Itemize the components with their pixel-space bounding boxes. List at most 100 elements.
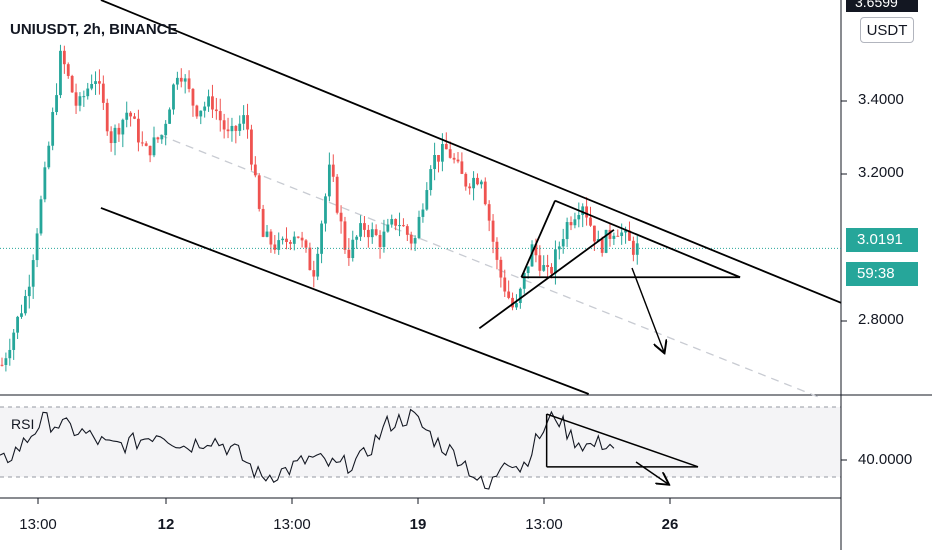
candle-body (300, 237, 304, 241)
candle-body (261, 208, 265, 237)
candle-body (421, 209, 425, 217)
candle-body (518, 288, 522, 304)
candle-body (495, 241, 499, 260)
candle-body (585, 206, 588, 218)
price-tick-label: 2.8000 (858, 311, 904, 328)
rsi-line (0, 408, 615, 490)
candle-body (86, 88, 90, 97)
candle-body (476, 177, 479, 185)
channel-upper[interactable] (100, 0, 842, 304)
projection-arrow[interactable] (631, 267, 664, 352)
candle-body (242, 115, 246, 124)
rsi-label[interactable]: RSI (11, 416, 35, 432)
candle-body (589, 217, 592, 226)
candle-body (43, 167, 47, 200)
candle-body (440, 144, 444, 162)
candle-body (207, 96, 210, 107)
candle-body (273, 244, 277, 250)
time-label: 26 (661, 516, 679, 533)
candle-body (137, 118, 140, 143)
candle-body (292, 236, 296, 244)
candle-body (538, 255, 542, 271)
candle-body (409, 234, 413, 244)
currency-button[interactable]: USDT (860, 17, 914, 43)
candle-body (479, 181, 483, 185)
candle-body (405, 226, 409, 235)
candle-body (148, 145, 152, 156)
candle-body (66, 64, 70, 76)
candle-body (289, 242, 292, 244)
candle-body (257, 175, 261, 209)
candle-body (312, 270, 316, 277)
candle-body (187, 78, 191, 89)
candle-body (152, 137, 156, 156)
rsi-projection-arrow[interactable] (635, 461, 668, 484)
countdown-badge: 59:38 (846, 262, 918, 286)
candle-body (604, 229, 608, 253)
candle-body (222, 120, 226, 130)
candle-body (70, 75, 74, 93)
candle-body (98, 81, 101, 84)
candle-body (355, 236, 359, 240)
candle-body (59, 50, 62, 96)
candle-body (624, 230, 627, 233)
candle-body (90, 83, 94, 89)
candle-body (31, 260, 35, 287)
candle-body (82, 96, 86, 98)
candle-body (316, 253, 320, 277)
candle-body (94, 81, 97, 84)
candle-body (105, 102, 109, 132)
candle-body (308, 247, 312, 271)
candle-body (133, 116, 136, 119)
candle-body (628, 230, 631, 241)
top-cut-price-badge: 3.6599 (846, 0, 918, 12)
candle-body (101, 83, 105, 103)
candle-body (16, 316, 19, 333)
candle-body (203, 106, 207, 111)
candle-body (370, 229, 374, 238)
candle-body (351, 239, 355, 259)
candle-body (179, 77, 183, 82)
candle-body (565, 222, 569, 240)
candle-body (569, 222, 573, 226)
channel-lower[interactable] (100, 207, 590, 395)
rsi-triangle-upper[interactable] (546, 413, 699, 468)
candle-body (444, 144, 448, 150)
candle-body (343, 221, 347, 250)
triangle-left-leg[interactable] (520, 200, 556, 278)
candle-body (386, 224, 390, 232)
candle-body (417, 216, 421, 239)
candle-body (347, 249, 351, 259)
candle-body (160, 135, 164, 140)
candle-body (359, 223, 362, 237)
candle-body (277, 240, 281, 250)
candle-body (433, 155, 437, 170)
time-label: 13:00 (19, 516, 57, 533)
candle-body (226, 129, 230, 132)
candle-body (238, 123, 242, 131)
candle-body (366, 229, 370, 238)
chart-title: UNIUSDT, 2h, BINANCE (10, 21, 178, 38)
candle-body (281, 238, 285, 241)
candle-body (121, 119, 125, 135)
candle-body (129, 112, 133, 117)
candle-body (413, 238, 417, 244)
candle-body (554, 249, 557, 274)
triangle-upper[interactable] (554, 199, 741, 279)
candle-body (27, 286, 31, 297)
candle-body (542, 265, 546, 271)
candle-body (296, 236, 300, 238)
candle-body (468, 186, 472, 189)
candle-body (62, 50, 66, 65)
triangle-lower-support[interactable] (478, 229, 615, 330)
candle-body (269, 231, 273, 245)
candle-body (631, 240, 635, 255)
candle-body (74, 92, 78, 106)
candle-body (234, 125, 238, 131)
candle-body (140, 142, 144, 144)
candle-body (382, 231, 386, 247)
moving-average-line (159, 134, 822, 399)
candle-body (78, 96, 82, 106)
candle-body (515, 303, 518, 308)
